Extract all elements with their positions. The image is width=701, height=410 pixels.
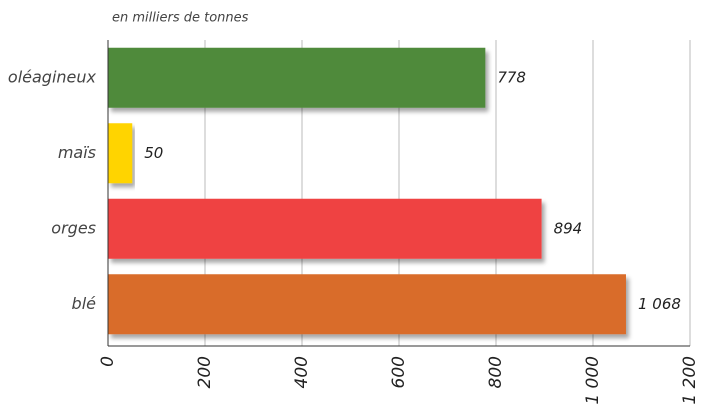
bar (108, 274, 626, 335)
data-label: 778 (497, 68, 526, 86)
bar (108, 47, 486, 108)
x-tick-label: 600 (389, 356, 409, 388)
x-tick-label: 1 000 (583, 356, 603, 405)
bar (108, 123, 133, 184)
x-tick-label: 200 (195, 356, 215, 388)
data-label: 50 (144, 144, 163, 162)
x-tick-label: 400 (292, 356, 312, 388)
y-tick-label: oléagineux (8, 67, 97, 86)
x-tick-label: 1 200 (680, 356, 700, 405)
y-tick-label: orges (51, 218, 96, 237)
data-label: 1 068 (638, 295, 681, 313)
data-label: 894 (554, 219, 583, 237)
chart-subtitle: en milliers de tonnes (112, 11, 249, 26)
bar (108, 198, 542, 259)
x-tick-label: 0 (98, 356, 118, 367)
y-tick-label: blé (72, 294, 97, 313)
x-tick-label: 800 (486, 356, 506, 388)
y-tick-label: maïs (58, 143, 96, 162)
